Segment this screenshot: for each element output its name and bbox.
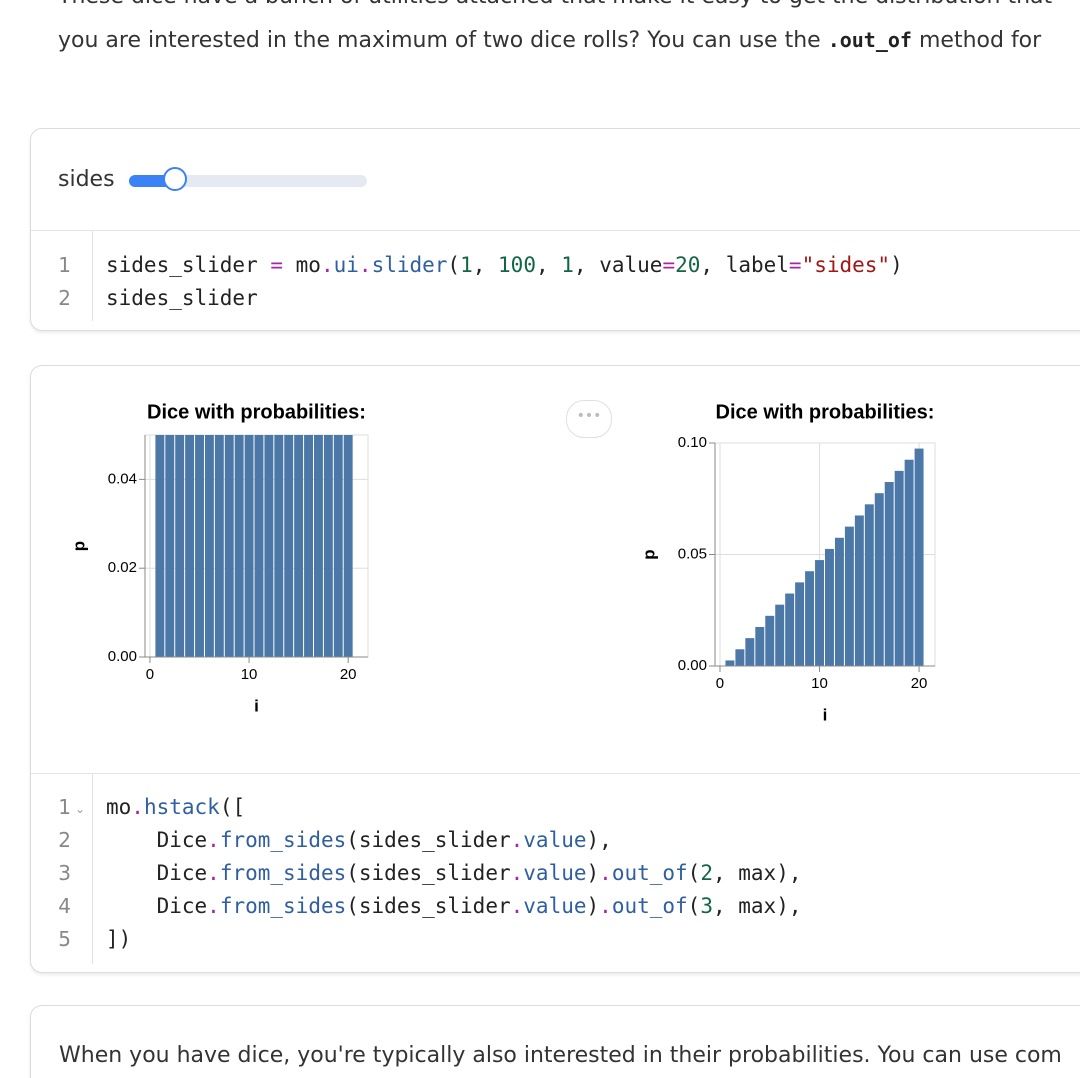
code-token: value [523,894,587,918]
code-token: . [207,894,220,918]
code-token: ui [333,253,359,277]
code-token: from_sides [219,828,347,852]
code-token: sides_slider [106,253,258,277]
code-line: sides_slider [106,282,258,315]
code-token: Dice [106,828,208,852]
code-token: . [510,894,524,918]
code-token: 1 [561,253,574,277]
code-token: . [510,828,524,852]
code-token: . [510,861,524,885]
code-token: ) [586,861,600,885]
code-token: 20 [675,253,701,277]
code-token: ), [586,828,612,852]
fold-chevron[interactable]: ⌄ [75,802,86,816]
code-token: , [472,253,499,277]
line-number: 3 [58,861,71,885]
code-token: . [131,795,144,819]
code-token: Dice [106,861,208,885]
slider-label: sides [58,167,115,192]
cell: When you have dice, you're typically als… [30,1005,1080,1078]
code-token: (sides_slider [346,894,511,918]
code-line: mo.hstack([ [106,791,245,824]
code-token: , max), [712,861,802,885]
code-line: Dice.from_sides(sides_slider.value).out_… [106,857,802,890]
code-line: sides_slider = mo.ui.slider(1, 100, 1, v… [106,249,903,282]
code-token: 2 [700,861,713,885]
gutter [92,774,93,964]
slider-thumb[interactable] [162,167,187,191]
code-token: , [535,253,562,277]
text: method for [918,28,1042,53]
code-token: 3 [700,894,713,918]
code-token: Dice [106,894,208,918]
more-button[interactable]: ••• [566,400,612,438]
code-token: ([ [219,795,246,819]
code-line: Dice.from_sides(sides_slider.value).out_… [106,890,802,923]
paragraph-line: These dice have a bunch of utilities att… [58,0,1052,9]
code-token: . [599,861,612,885]
code-token: ( [447,253,461,277]
code-token: = [788,253,802,277]
inline-code: .out_of [827,28,912,52]
cell: sides 1 sides_slider = mo.ui.slider(1, 10… [30,128,1080,331]
code-token: (sides_slider [346,828,511,852]
code-token: ) [890,253,903,277]
code-token: mo [106,795,132,819]
line-number: 5 [58,927,71,951]
divider [31,230,1080,231]
line-number: 1 [58,253,71,277]
code-token: ( [687,894,701,918]
code-token: from_sides [219,894,347,918]
code-token: 1 [460,253,473,277]
cell: ••• 1 ⌄ mo.hstack([2 Dice.from_sides(sides… [30,365,1080,973]
code-token: ]) [106,927,132,951]
code-token: value [599,253,663,277]
code-token: "sides" [801,253,891,277]
paragraph-line: you are interested in the maximum of two… [58,28,1041,53]
code-token: = [257,253,296,277]
code-token: value [523,828,587,852]
code-token: ( [687,861,701,885]
code-token: . [599,894,612,918]
code-token: . [207,861,220,885]
code-token: ) [586,894,600,918]
code-token: . [358,253,372,277]
code-token: (sides_slider [346,861,511,885]
code-token: , [573,253,600,277]
code-token: out_of [611,861,688,885]
line-number: 2 [58,828,71,852]
code-token: out_of [611,894,688,918]
markdown-text: When you have dice, you're typically als… [59,1043,1062,1068]
slider-track [129,175,367,187]
code-token: value [523,861,587,885]
code-token: mo [295,253,321,277]
code-token: sides_slider [106,286,258,310]
code-token: , [700,253,726,277]
slider[interactable] [129,167,367,191]
code-token: , max), [712,894,802,918]
code-line: Dice.from_sides(sides_slider.value), [106,824,612,857]
code-token: = [662,253,676,277]
line-number: 4 [58,894,71,918]
code-token: hstack [143,795,220,819]
code-token: label [725,253,789,277]
code-token: . [320,253,334,277]
code-line: ]) [106,923,131,956]
code-token: slider [371,253,448,277]
line-number: 2 [58,286,71,310]
code-token: . [207,828,220,852]
code-token: from_sides [219,861,347,885]
gutter [92,231,93,321]
divider [31,773,1080,774]
line-number: 1 [58,795,71,819]
code-token: 100 [498,253,536,277]
text: you are interested in the maximum of two… [58,28,821,53]
